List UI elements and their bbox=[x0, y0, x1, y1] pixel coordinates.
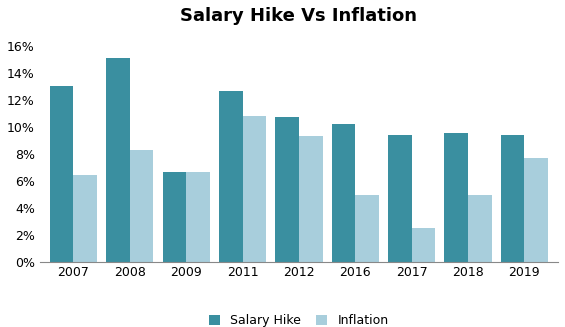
Bar bbox=[444, 133, 468, 262]
Bar bbox=[524, 158, 548, 262]
Bar bbox=[219, 92, 242, 262]
Bar bbox=[411, 228, 435, 262]
Bar bbox=[468, 196, 492, 262]
Bar bbox=[299, 136, 323, 262]
Bar bbox=[163, 172, 186, 262]
Bar bbox=[106, 58, 130, 262]
Bar bbox=[50, 86, 73, 262]
Title: Salary Hike Vs Inflation: Salary Hike Vs Inflation bbox=[180, 7, 418, 25]
Bar bbox=[388, 135, 411, 262]
Bar bbox=[355, 196, 379, 262]
Bar bbox=[501, 135, 524, 262]
Legend: Salary Hike, Inflation: Salary Hike, Inflation bbox=[204, 309, 394, 327]
Bar bbox=[242, 116, 266, 262]
Bar bbox=[130, 149, 154, 262]
Bar bbox=[73, 175, 97, 262]
Bar bbox=[332, 124, 355, 262]
Bar bbox=[186, 172, 210, 262]
Bar bbox=[275, 117, 299, 262]
